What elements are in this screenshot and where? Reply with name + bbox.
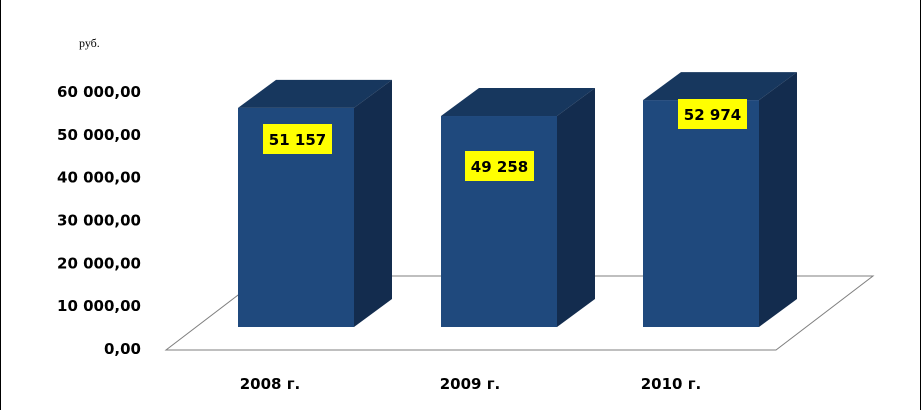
bar-top	[238, 79, 392, 108]
bar-side	[759, 72, 797, 328]
y-tick-label: 30 000,00	[57, 212, 141, 230]
y-tick-label: 0,00	[104, 340, 141, 358]
bar-top	[643, 72, 797, 101]
data-label-box	[465, 151, 534, 181]
y-tick-label: 40 000,00	[57, 169, 141, 187]
y-tick-label: 10 000,00	[57, 297, 141, 315]
y-tick-label: 20 000,00	[57, 254, 141, 272]
chart-floor	[164, 275, 875, 351]
data-label: 52 974	[678, 99, 747, 129]
bar-front	[643, 100, 759, 328]
data-label-text: 51 157	[269, 131, 326, 149]
x-category-label: 2010 г.	[641, 375, 702, 393]
data-label-box	[678, 99, 747, 129]
bar	[441, 88, 595, 327]
bar-side	[557, 88, 595, 327]
bar-top	[441, 88, 595, 117]
bar	[238, 79, 392, 327]
floor-outline	[164, 275, 875, 351]
x-axis-categories: 2008 г. 2009 г. 2010 г.	[240, 375, 702, 393]
unit-label: руб.	[79, 36, 100, 50]
y-tick-label: 60 000,00	[57, 83, 141, 101]
data-label: 51 157	[263, 124, 332, 154]
bar-side	[354, 79, 392, 327]
y-tick-label: 50 000,00	[57, 126, 141, 144]
bars: 51 157 49 258 52 974	[238, 72, 797, 328]
data-label-text: 52 974	[684, 106, 741, 124]
y-axis-ticks: 0,00 10 000,00 20 000,00 30 000,00 40 000,00…	[57, 83, 141, 358]
data-label-box	[263, 124, 332, 154]
bar-front	[441, 116, 557, 327]
data-label-text: 49 258	[471, 158, 528, 176]
x-category-label: 2008 г.	[240, 375, 301, 393]
bar	[643, 72, 797, 328]
data-label: 49 258	[465, 151, 534, 181]
x-category-label: 2009 г.	[440, 375, 501, 393]
